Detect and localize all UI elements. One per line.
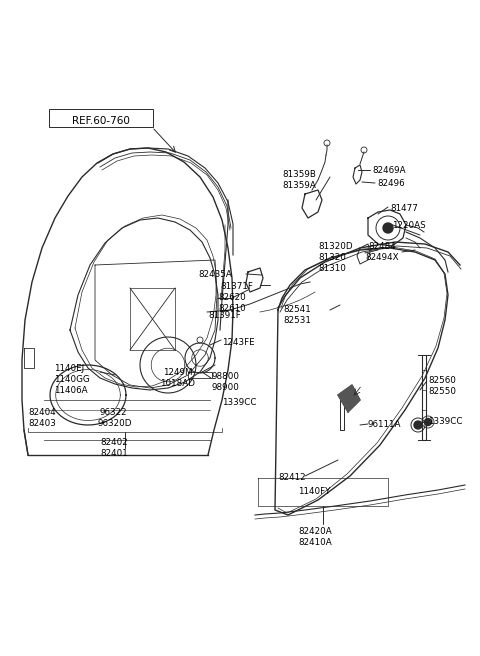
Text: 82496: 82496 [377,179,405,188]
Text: 81320: 81320 [318,253,346,262]
Text: 1140EJ: 1140EJ [54,364,84,373]
Text: 82420A: 82420A [298,527,332,536]
Text: 81320D: 81320D [318,242,353,251]
Text: 81371F: 81371F [220,282,253,291]
Text: 82403: 82403 [28,419,56,428]
Text: 1339CC: 1339CC [222,398,256,407]
Text: 81359B: 81359B [282,170,316,179]
Text: 81391F: 81391F [208,311,241,320]
Text: 82560: 82560 [428,376,456,385]
Text: 82469A: 82469A [372,166,406,175]
Text: 96320D: 96320D [97,419,132,428]
Polygon shape [338,385,360,412]
Text: 82620: 82620 [218,293,246,302]
Text: 1243FE: 1243FE [222,338,254,347]
Text: 81477: 81477 [390,204,418,213]
Text: 1018AD: 1018AD [160,379,195,388]
Text: REF.60-760: REF.60-760 [72,116,130,126]
Text: 96111A: 96111A [368,420,401,429]
Text: 82402: 82402 [100,438,128,447]
Text: 82412: 82412 [278,473,306,482]
Text: 1140FY: 1140FY [298,487,331,496]
Text: 11406A: 11406A [54,386,88,395]
Circle shape [383,223,393,233]
Text: 82404: 82404 [28,408,56,417]
Text: 82541: 82541 [283,305,311,314]
Text: 82410A: 82410A [298,538,332,547]
FancyBboxPatch shape [49,109,153,127]
Text: 82531: 82531 [283,316,311,325]
Text: 82484: 82484 [368,242,396,251]
Text: 1220AS: 1220AS [392,221,426,230]
Text: 82494X: 82494X [365,253,398,262]
Text: 1140GG: 1140GG [54,375,90,384]
Text: 98800: 98800 [212,372,240,381]
Circle shape [414,421,422,429]
Text: 1249M: 1249M [163,368,192,377]
Text: 81310: 81310 [318,264,346,273]
Text: 96322: 96322 [100,408,128,417]
Text: 82610: 82610 [218,304,246,313]
Text: 1339CC: 1339CC [428,417,463,426]
Text: 82550: 82550 [428,387,456,396]
Text: 82435A: 82435A [198,270,232,279]
Circle shape [424,419,432,426]
Text: 81359A: 81359A [282,181,316,190]
Text: 82401: 82401 [100,449,128,458]
Text: 98900: 98900 [212,383,240,392]
